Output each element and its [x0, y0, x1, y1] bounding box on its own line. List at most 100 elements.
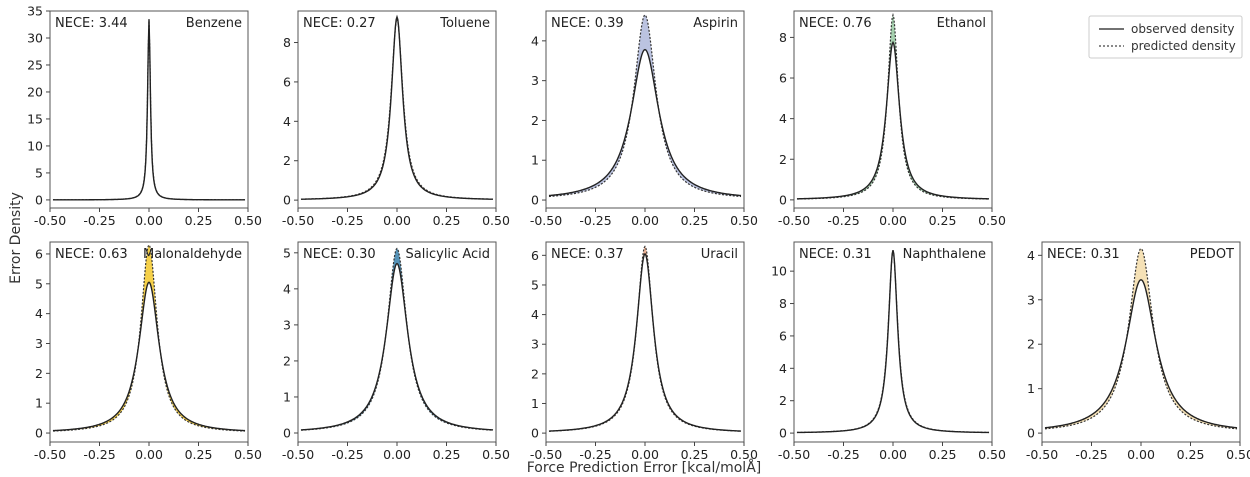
x-tick-label: 0.25 [681, 447, 709, 462]
x-tick-label: 0.00 [631, 213, 659, 228]
x-tick-label: -0.25 [827, 447, 859, 462]
x-tick-label: 0.00 [879, 447, 907, 462]
y-tick-label: 6 [531, 248, 539, 263]
x-tick-label: 0.00 [135, 447, 163, 462]
x-tick-label: -0.50 [530, 447, 562, 462]
plot-area [793, 241, 993, 443]
x-tick-label: 0.25 [929, 447, 957, 462]
panel-title: Toluene [439, 16, 490, 31]
panel-toluene: -0.50 -0.25 0.00 0.25 0.50 0 2 4 6 8 NECE: 0.27 Tol… [282, 10, 510, 228]
x-tick-label: 0.50 [730, 213, 758, 228]
metric-label: NECE: 0.31 [799, 247, 872, 262]
y-tick-label: 0 [531, 193, 539, 208]
legend-box [1088, 15, 1243, 59]
x-tick-label: 0.25 [1177, 447, 1205, 462]
panel-uracil: -0.50 -0.25 0.00 0.25 0.50 0 1 2 3 4 5 6 NECE: 0.37 U… [530, 241, 758, 462]
x-tick-label: 0.25 [433, 447, 461, 462]
y-tick-label: 1 [35, 396, 43, 411]
panel-title: Naphthalene [903, 247, 986, 262]
y-tick-label: 3 [1027, 292, 1035, 307]
x-tick-label: 0.00 [383, 447, 411, 462]
y-tick-label: 3 [35, 336, 43, 351]
series-predicted-density [1044, 247, 1238, 430]
y-tick-label: 2 [283, 353, 291, 368]
x-tick-label: -0.50 [778, 213, 810, 228]
y-tick-label: 6 [35, 246, 43, 261]
y-tick-label: 35 [27, 4, 43, 19]
y-tick-label: 0 [35, 192, 43, 207]
x-tick-label: -0.50 [34, 447, 66, 462]
y-tick-label: 2 [35, 366, 43, 381]
y-tick-label: 10 [27, 138, 43, 153]
series-observed-density [796, 40, 990, 200]
x-tick-label: 0.25 [681, 213, 709, 228]
y-tick-label: 4 [779, 361, 787, 376]
y-tick-label: 2 [531, 113, 539, 128]
y-tick-label: 4 [283, 281, 291, 296]
x-tick-label: -0.50 [282, 447, 314, 462]
legend: observed density predicted density [1088, 15, 1243, 59]
y-tick-label: 4 [35, 306, 43, 321]
x-tick-label: 0.50 [482, 213, 510, 228]
y-tick-label: 1 [531, 153, 539, 168]
x-tick-label: 0.25 [185, 213, 213, 228]
y-tick-label: 25 [27, 57, 43, 72]
x-tick-label: 0.50 [234, 447, 262, 462]
y-tick-label: 0 [35, 426, 43, 441]
metric-label: NECE: 0.76 [799, 16, 872, 31]
x-axis-label: Force Prediction Error [kcal/molÅ] [527, 459, 762, 476]
metric-label: NECE: 3.44 [55, 16, 128, 31]
x-tick-label: 0.50 [482, 447, 510, 462]
panel-title: Benzene [186, 16, 242, 31]
series-observed-density [548, 48, 742, 197]
y-tick-label: 0 [283, 425, 291, 440]
x-tick-label: -0.25 [579, 447, 611, 462]
x-tick-label: 0.50 [1226, 447, 1250, 462]
metric-label: NECE: 0.27 [303, 16, 376, 31]
y-tick-label: 10 [771, 264, 787, 279]
y-tick-label: 2 [1027, 337, 1035, 352]
x-tick-label: 0.00 [383, 213, 411, 228]
legend-observed-label: observed density [1131, 22, 1234, 36]
panel-malonaldehyde: -0.50 -0.25 0.00 0.25 0.50 0 1 2 3 4 5 6 NECE: 0.63 M… [34, 241, 262, 462]
metric-label: NECE: 0.63 [55, 247, 128, 262]
x-tick-label: 0.00 [879, 213, 907, 228]
y-tick-label: 8 [779, 296, 787, 311]
y-tick-label: 5 [35, 276, 43, 291]
metric-label: NECE: 0.39 [551, 16, 624, 31]
x-tick-label: -0.50 [1026, 447, 1058, 462]
series-observed-density [548, 252, 742, 432]
x-tick-label: -0.25 [83, 213, 115, 228]
y-tick-label: 3 [531, 337, 539, 352]
panel-ethanol: -0.50 -0.25 0.00 0.25 0.50 0 2 4 6 8 NECE: 0.76 Eth… [778, 10, 1006, 228]
y-tick-label: 5 [35, 165, 43, 180]
y-tick-label: 0 [531, 426, 539, 441]
y-tick-label: 20 [27, 84, 43, 99]
x-tick-label: 0.50 [978, 213, 1006, 228]
series-observed-density [300, 262, 494, 431]
y-tick-label: 8 [283, 35, 291, 50]
y-axis-label: Error Density [8, 192, 24, 284]
y-tick-label: 6 [283, 74, 291, 89]
x-tick-label: -0.50 [778, 447, 810, 462]
y-tick-label: 2 [779, 393, 787, 408]
panel-naphthalene: -0.50 -0.25 0.00 0.25 0.50 0 2 4 6 8 10 NECE: 0.31 N… [771, 241, 1006, 462]
y-tick-label: 2 [283, 153, 291, 168]
y-tick-label: 6 [779, 328, 787, 343]
y-tick-label: 4 [531, 307, 539, 322]
y-tick-label: 5 [531, 277, 539, 292]
panel-title: Aspirin [693, 16, 738, 31]
series-observed-density [1044, 279, 1238, 429]
panel-benzene: -0.50 -0.25 0.00 0.25 0.50 0 5 10 15 20 25 30 35 NECE… [27, 4, 262, 229]
y-tick-label: 5 [283, 245, 291, 260]
x-tick-label: 0.25 [185, 447, 213, 462]
y-tick-label: 4 [1027, 248, 1035, 263]
panel-aspirin: -0.50 -0.25 0.00 0.25 0.50 0 1 2 3 4 NECE: 0.39 Asp… [530, 10, 758, 228]
y-tick-label: 1 [1027, 381, 1035, 396]
y-tick-label: 1 [531, 396, 539, 411]
x-tick-label: -0.50 [530, 213, 562, 228]
y-tick-label: 0 [283, 193, 291, 208]
panel-title: Uracil [701, 247, 738, 262]
plot-area [545, 241, 745, 443]
y-tick-label: 8 [779, 30, 787, 45]
